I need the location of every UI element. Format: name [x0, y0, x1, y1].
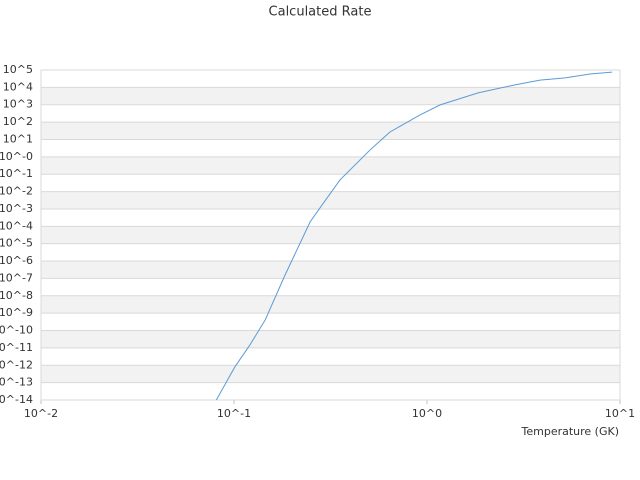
y-tick-label: 10^-4: [0, 219, 33, 232]
x-tick-label: 10^1: [605, 407, 635, 420]
x-tick-label: 10^-1: [217, 407, 251, 420]
y-tick-label: 10^1: [3, 132, 33, 145]
grid-band: [41, 243, 620, 262]
x-tick-label: 10^-2: [24, 407, 58, 420]
y-tick-label: 10^3: [3, 98, 33, 111]
y-tick-label: 10^-0: [0, 150, 33, 163]
y-tick-label: 10^-6: [0, 254, 33, 267]
y-tick-label: 10^-13: [0, 376, 33, 389]
grid-band: [41, 313, 620, 331]
plot-border: [40, 69, 621, 401]
y-tick-label: 10^-7: [0, 271, 33, 284]
grid-band: [41, 139, 620, 157]
y-tick-label: 10^5: [3, 63, 33, 76]
grid-band: [41, 70, 620, 88]
y-tick-label: 10^-8: [0, 289, 33, 302]
chart-title: Calculated Rate: [269, 5, 372, 20]
y-tick-label: 10^4: [3, 80, 33, 93]
grid-band: [41, 104, 620, 123]
y-tick-label: 10^-3: [0, 202, 33, 215]
y-tick-label: 10^-1: [0, 167, 33, 180]
y-tick-label: 10^-9: [0, 306, 33, 319]
grid-band: [41, 261, 620, 279]
grid-band: [41, 278, 620, 296]
grid-band: [41, 156, 620, 175]
grid-band: [41, 122, 620, 140]
y-tick-label: 10^2: [3, 115, 33, 128]
y-tick-label: 10^-12: [0, 358, 33, 371]
y-tick-label: 10^-2: [0, 185, 33, 198]
grid-band: [41, 365, 620, 383]
grid-band: [41, 295, 620, 314]
y-tick-label: 10^-5: [0, 237, 33, 250]
grid-band: [41, 191, 620, 209]
x-axis-label: Temperature (GK): [521, 425, 620, 438]
grid-bands: [41, 70, 620, 400]
grid-band: [41, 174, 620, 192]
grid-band: [41, 87, 620, 105]
grid-band: [41, 347, 620, 366]
grid-band: [41, 208, 620, 227]
x-tick-label: 10^0: [412, 407, 442, 420]
y-tick-label: 10^-14: [0, 393, 33, 406]
y-tick-label: 10^-11: [0, 341, 33, 354]
grid-band: [41, 226, 620, 244]
line: [215, 71, 613, 401]
grid-band: [41, 330, 620, 348]
y-tick-label: 10^-10: [0, 324, 33, 337]
grid-band: [41, 382, 620, 400]
